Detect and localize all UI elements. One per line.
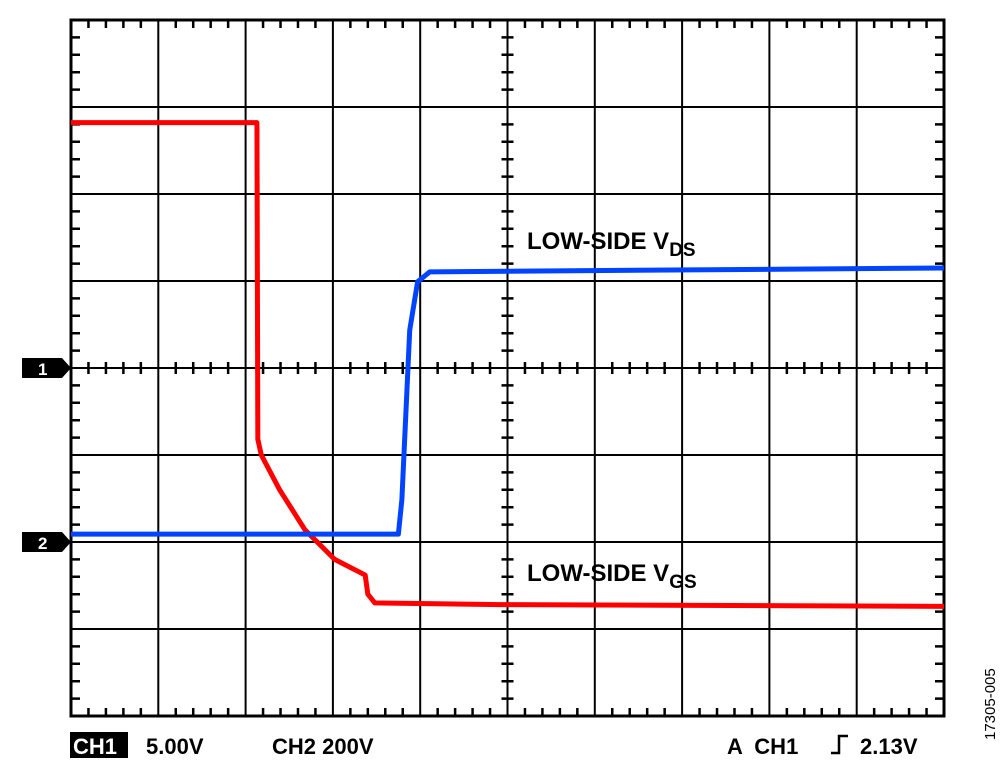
ch2-marker-label: 2 [38,534,47,553]
ch1-marker-label: 1 [38,360,47,379]
ch1-ground-marker: 1 [22,358,71,379]
vds-label: LOW-SIDE VDS [527,228,696,261]
vgs-label: LOW-SIDE VGS [527,560,697,593]
trace-ch2 [71,265,945,537]
trigger-source: A CH1 [727,734,798,759]
trigger-level: 2.13V [860,734,918,759]
traces [71,120,945,609]
grid [69,18,946,718]
ch1-badge-bg [70,732,128,758]
minor-ticks [71,20,944,716]
ch1-badge: CH1 [73,734,117,759]
rising-edge-icon [831,734,848,755]
ch2-ground-marker: 2 [22,532,71,553]
figure-id: 17305-005 [982,668,999,740]
ch1-scale: 5.00V [146,734,204,759]
ch2-scale: CH2 200V [272,734,374,759]
trace-ch1 [71,120,945,609]
